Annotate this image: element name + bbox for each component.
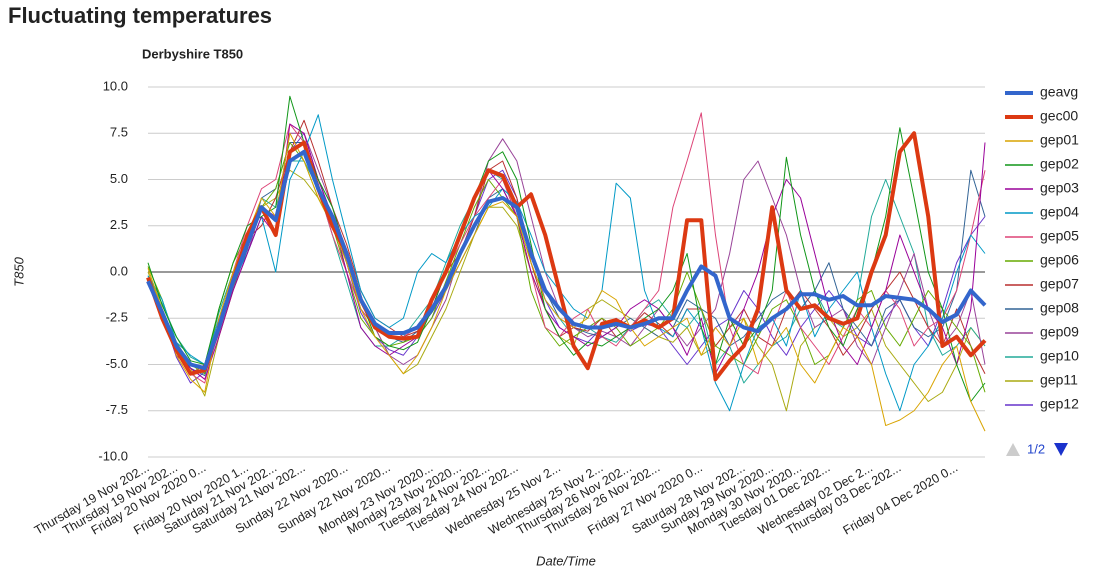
page-title: Fluctuating temperatures — [8, 3, 272, 28]
y-tick-label: 2.5 — [110, 217, 128, 232]
legend-label[interactable]: gep08 — [1040, 300, 1079, 316]
chart-title: Derbyshire T850 — [142, 46, 243, 61]
axes: -10.0-7.5-5.0-2.50.02.55.07.510.0Thursda… — [32, 78, 960, 537]
legend-label[interactable]: gep07 — [1040, 276, 1079, 292]
series-line — [147, 95, 986, 402]
series-line — [147, 123, 986, 380]
legend-label[interactable]: gep03 — [1040, 180, 1079, 196]
legend-label[interactable]: gep05 — [1040, 228, 1079, 244]
legend-label[interactable]: gec00 — [1040, 108, 1078, 124]
x-axis-title: Date/Time — [536, 553, 596, 568]
legend-label[interactable]: gep01 — [1040, 132, 1079, 148]
series-line — [146, 131, 987, 382]
legend-label[interactable]: gep12 — [1040, 396, 1079, 412]
y-tick-label: 5.0 — [110, 171, 128, 186]
legend-label[interactable]: gep11 — [1040, 372, 1078, 388]
legend-page: 1/2 — [1027, 441, 1045, 456]
legend-label[interactable]: gep04 — [1040, 204, 1079, 220]
grid — [148, 86, 985, 458]
series-line — [147, 114, 986, 412]
y-tick-label: 7.5 — [110, 125, 128, 140]
y-tick-label: 10.0 — [103, 78, 128, 93]
y-tick-label: 0.0 — [110, 263, 128, 278]
series-line — [147, 112, 986, 384]
y-tick-label: -10.0 — [98, 448, 128, 463]
legend-page-down[interactable] — [1054, 443, 1068, 456]
legend-label[interactable]: gep09 — [1040, 324, 1079, 340]
legend-label[interactable]: gep02 — [1040, 156, 1079, 172]
y-axis-title: T850 — [11, 256, 26, 286]
series-line — [147, 132, 986, 371]
series-line — [147, 119, 986, 375]
plot-lines — [146, 95, 987, 432]
legend-page-up[interactable] — [1006, 443, 1020, 456]
y-tick-label: -7.5 — [106, 402, 128, 417]
legend: geavg gec00 gep01 gep02 gep03 gep04 gep05 gep06… — [1005, 84, 1079, 456]
y-tick-label: -5.0 — [106, 356, 128, 371]
series-line — [146, 149, 987, 371]
legend-label[interactable]: gep10 — [1040, 348, 1079, 364]
legend-label[interactable]: gep06 — [1040, 252, 1079, 268]
legend-label[interactable]: geavg — [1040, 84, 1078, 100]
y-tick-label: -2.5 — [106, 310, 128, 325]
